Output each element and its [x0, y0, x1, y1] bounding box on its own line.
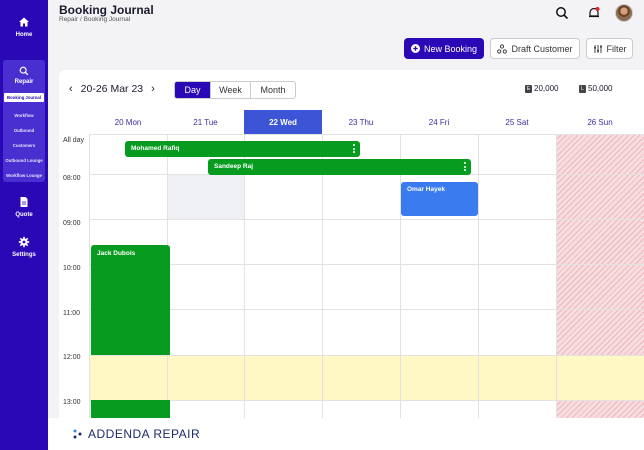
time-label: 13:00 — [63, 399, 81, 406]
grid-line — [89, 309, 644, 310]
event-name: Omar Hayek — [407, 186, 445, 193]
avatar[interactable] — [615, 4, 633, 22]
nav-quote-label: Quote — [15, 212, 33, 218]
event-name: Sandeep Raj — [214, 163, 254, 170]
view-switcher: Day Week Month — [174, 81, 296, 99]
sidebar-item-workflow-lounge[interactable]: Workflow Lounge — [6, 173, 42, 178]
event-name: Jack Dubois — [97, 250, 136, 257]
sidebar-item-customers[interactable]: Customers — [12, 143, 36, 148]
grid-line — [478, 135, 479, 418]
time-label: 09:00 — [63, 220, 81, 227]
notification-bell-icon[interactable] — [587, 6, 601, 20]
day-header[interactable]: 25 Sat — [478, 110, 556, 135]
total-value: 50,000 — [588, 84, 613, 93]
time-label: All day — [63, 137, 85, 144]
grid-line — [556, 135, 557, 418]
addenda-logo-icon — [73, 429, 82, 439]
search-icon[interactable] — [555, 6, 569, 20]
gear-icon — [18, 236, 30, 248]
day-header[interactable]: 23 Thu — [322, 110, 400, 135]
more-vert-icon[interactable] — [353, 144, 355, 155]
total-value: 20,000 — [534, 84, 559, 93]
more-vert-icon[interactable] — [464, 162, 466, 173]
nav-quote[interactable]: Quote — [0, 196, 48, 218]
total-badge: L 50,000 — [579, 84, 612, 93]
view-month-button[interactable]: Month — [260, 85, 286, 95]
time-label: 10:00 — [63, 265, 81, 272]
filter-button[interactable]: Filter — [586, 38, 633, 59]
logo-text: ADDENDA REPAIR — [88, 427, 201, 441]
booking-event[interactable]: Omar Hayek — [401, 182, 478, 216]
filter-label: Filter — [606, 43, 627, 54]
sidebar-item-booking-journal[interactable]: Booking Journal — [4, 93, 44, 102]
chevron-right-icon[interactable]: › — [151, 83, 155, 95]
new-booking-label: New Booking — [423, 43, 478, 54]
nav-home-label: Home — [15, 32, 33, 38]
plus-circle-icon — [410, 44, 420, 53]
brand-logo: ADDENDA REPAIR — [72, 427, 200, 441]
share-nodes-icon — [497, 43, 508, 54]
sidebar: Home Repair Booking Journal Workflow Out… — [0, 0, 48, 450]
sliders-icon — [593, 44, 602, 53]
nav-home[interactable]: Home — [0, 16, 48, 38]
grid-line — [322, 135, 323, 418]
lunch-break-band — [90, 355, 644, 400]
day-header[interactable]: 21 Tue — [167, 110, 244, 135]
repair-icon — [19, 66, 29, 76]
sidebar-item-outbound[interactable]: Outbound — [13, 128, 35, 133]
draft-customer-button[interactable]: Draft Customer — [490, 38, 580, 59]
currency-icon: L — [579, 84, 586, 93]
grid-line — [244, 135, 245, 418]
booking-event[interactable]: Sandeep Raj — [208, 159, 471, 175]
total-badge: E 20,000 — [525, 84, 558, 93]
calendar-card: ‹ 20-26 Mar 23 › Day Week Month E 20,000… — [59, 70, 644, 418]
chevron-left-icon[interactable]: ‹ — [69, 83, 73, 95]
nav-settings-label: Settings — [12, 252, 36, 258]
event-name: Mohamed Rafiq — [131, 145, 180, 152]
view-day-button[interactable]: Day — [175, 82, 211, 98]
date-range-label: 20-26 Mar 23 — [80, 83, 144, 95]
sidebar-item-workflow[interactable]: Workflow — [14, 113, 34, 118]
nav-repair-group: Repair Booking Journal Workflow Outbound… — [3, 60, 45, 182]
booking-event[interactable]: Mohamed Rafiq — [125, 141, 360, 157]
grid-line — [89, 135, 90, 418]
date-range-nav: ‹ 20-26 Mar 23 › — [69, 83, 155, 95]
time-label: 08:00 — [63, 175, 81, 182]
day-header[interactable]: 26 Sun — [556, 110, 644, 135]
booking-event[interactable]: Jack Dubois — [91, 245, 170, 355]
booking-event[interactable] — [91, 400, 170, 418]
time-label: 12:00 — [63, 354, 81, 361]
new-booking-button[interactable]: New Booking — [404, 38, 484, 59]
grid-line — [400, 135, 401, 418]
sidebar-item-outbound-lounge[interactable]: Outbound Lounge — [5, 158, 43, 163]
nav-repair-label: Repair — [14, 79, 34, 85]
time-label: 11:00 — [63, 310, 80, 317]
breadcrumb: Repair / Booking Journal — [59, 16, 131, 23]
day-header-today[interactable]: 22 Wed — [244, 110, 322, 135]
view-week-button[interactable]: Week — [211, 82, 251, 98]
home-icon — [19, 17, 29, 27]
footer — [48, 418, 644, 450]
nav-repair[interactable]: Repair — [3, 60, 45, 85]
week-grid: 20 Mon 21 Tue 22 Wed 23 Thu 24 Fri 25 Sa… — [59, 110, 644, 418]
nav-settings[interactable]: Settings — [0, 236, 48, 258]
day-header[interactable]: 24 Fri — [400, 110, 478, 135]
day-header[interactable]: 20 Mon — [89, 110, 167, 135]
grid-line — [89, 219, 644, 220]
grid-line — [89, 400, 644, 401]
currency-icon: E — [525, 84, 532, 93]
document-icon — [20, 197, 28, 207]
page-title: Booking Journal — [59, 3, 154, 17]
draft-customer-label: Draft Customer — [511, 43, 573, 54]
grid-line — [89, 355, 644, 356]
grid-line — [89, 264, 644, 265]
unavailable-slot — [167, 174, 244, 219]
